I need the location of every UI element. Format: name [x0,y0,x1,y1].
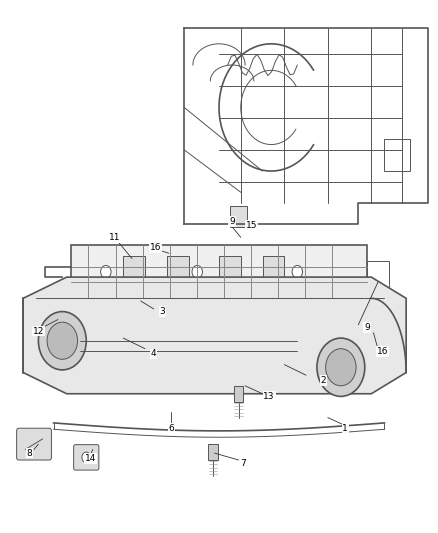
FancyBboxPatch shape [262,256,284,288]
FancyBboxPatch shape [230,206,247,227]
Circle shape [192,265,202,278]
Text: 16: 16 [376,347,388,356]
Circle shape [325,349,356,386]
Text: 14: 14 [85,454,96,463]
Text: 1: 1 [343,424,348,433]
FancyBboxPatch shape [71,245,367,298]
Text: 9: 9 [229,217,235,226]
FancyBboxPatch shape [167,256,188,288]
Text: 3: 3 [159,307,165,316]
FancyBboxPatch shape [219,256,241,288]
Circle shape [39,312,86,370]
FancyBboxPatch shape [208,444,218,460]
Text: 9: 9 [364,323,370,332]
FancyBboxPatch shape [17,428,51,460]
Text: 8: 8 [27,449,32,458]
Circle shape [47,322,78,359]
Text: 2: 2 [321,376,326,385]
Circle shape [82,452,91,463]
Text: 11: 11 [109,233,120,242]
Text: 16: 16 [150,244,162,253]
Text: 4: 4 [151,350,156,359]
Text: 6: 6 [168,424,174,433]
Text: 15: 15 [246,221,258,230]
FancyBboxPatch shape [367,261,389,288]
Text: 7: 7 [240,459,246,469]
FancyBboxPatch shape [234,386,244,402]
FancyBboxPatch shape [385,139,410,171]
Text: 13: 13 [263,392,275,401]
Circle shape [101,265,111,278]
Circle shape [317,338,365,397]
Polygon shape [23,277,406,394]
Text: 12: 12 [33,327,44,336]
FancyBboxPatch shape [74,445,99,470]
FancyBboxPatch shape [123,256,145,288]
Circle shape [292,265,303,278]
